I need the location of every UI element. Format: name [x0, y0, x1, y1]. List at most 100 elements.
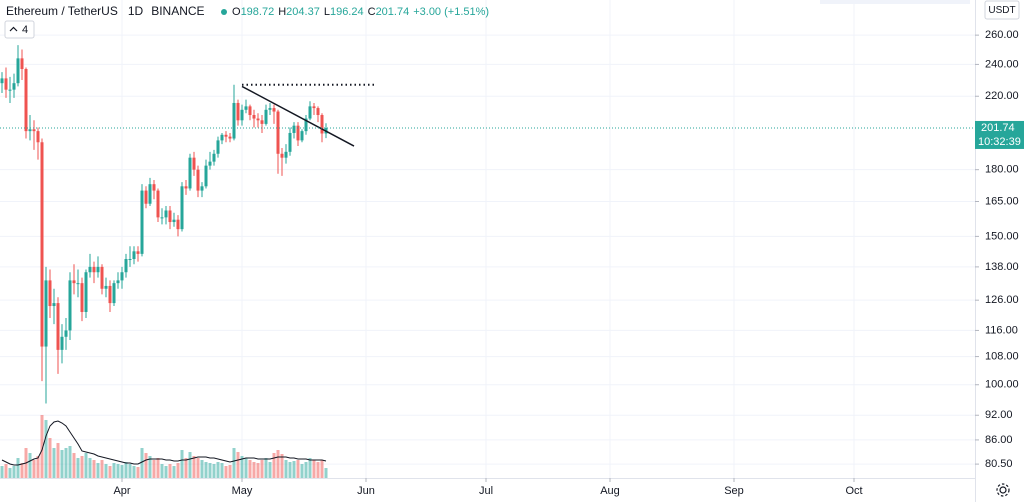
candle-body	[28, 129, 32, 132]
candle-body	[196, 169, 200, 191]
volume-bar	[116, 464, 120, 478]
volume-bar	[216, 462, 220, 478]
volume-bar	[160, 464, 164, 478]
toolbar-edge	[820, 0, 970, 4]
indicator-toggle[interactable]	[4, 20, 35, 39]
candle-body	[32, 129, 36, 132]
volume-bar	[232, 448, 236, 478]
volume-bar	[96, 463, 100, 478]
volume-bar	[304, 462, 308, 478]
candle-body	[124, 259, 128, 273]
ohlc-label: O	[232, 6, 241, 18]
candle-body	[288, 132, 292, 152]
y-tick-label: 126.00	[985, 294, 1019, 306]
candle-body	[0, 78, 4, 84]
x-tick-label: May	[232, 485, 253, 497]
candle-body	[68, 280, 72, 331]
volume-bar	[136, 467, 140, 478]
volume-bar	[296, 460, 300, 478]
y-tick-label: 138.00	[985, 261, 1019, 273]
volume-bar	[268, 462, 272, 478]
x-tick-label: Oct	[845, 485, 862, 497]
volume-bar	[260, 460, 264, 478]
volume-bar	[224, 466, 228, 478]
candle-body	[4, 78, 8, 90]
volume-bar	[312, 460, 316, 478]
candle-body	[44, 280, 48, 347]
volume-bar	[264, 458, 268, 478]
volume-bar	[204, 462, 208, 478]
candle-body	[244, 106, 248, 110]
ohlc-value: 198.72	[241, 6, 275, 18]
y-tick-label: 220.00	[985, 90, 1019, 102]
volume-ma-line	[1, 420, 327, 466]
candle-body	[84, 272, 88, 312]
volume-bar	[188, 452, 192, 478]
candle-body	[64, 330, 68, 337]
volume-bar	[60, 450, 64, 478]
currency-box[interactable]	[984, 0, 1020, 20]
volume-bar	[36, 456, 40, 478]
y-tick-label: 165.00	[985, 195, 1019, 207]
volume-bar	[100, 460, 104, 478]
candle-body	[284, 151, 288, 158]
candle-body	[56, 303, 60, 350]
trend-line	[241, 85, 355, 147]
y-tick-label: 100.00	[985, 379, 1019, 391]
volume-bar	[80, 456, 84, 478]
x-tick-label: Apr	[113, 485, 130, 497]
candle-body	[268, 108, 272, 110]
volume-bar	[124, 462, 128, 478]
candle-body	[276, 111, 280, 154]
y-tick-label: 240.00	[985, 58, 1019, 70]
volume-bar	[284, 460, 288, 478]
ohlc-label: H	[278, 6, 286, 18]
volume-bar	[72, 453, 76, 478]
volume-bar	[208, 463, 212, 478]
candle-body	[140, 190, 144, 254]
candle-body	[176, 219, 180, 230]
volume-bar	[148, 456, 152, 478]
ohlc-label: L	[324, 6, 330, 18]
volume-bar	[128, 464, 132, 478]
symbol: Ethereum / TetherUS	[6, 4, 118, 18]
x-tick-label: Sep	[724, 485, 744, 497]
volume-bar	[248, 460, 252, 478]
candle-body	[136, 251, 140, 254]
volume-bar	[68, 446, 72, 478]
y-tick-label: 116.00	[985, 324, 1018, 336]
volume-bar	[220, 463, 224, 478]
candle-body	[24, 69, 28, 132]
countdown: 10:32:39	[978, 136, 1021, 148]
candle-body	[132, 251, 136, 260]
price-axis-bg	[975, 0, 1024, 502]
candle-body	[228, 136, 232, 139]
candle-body	[48, 280, 52, 307]
volume-bar	[52, 448, 56, 478]
y-tick-label: 180.00	[985, 164, 1019, 176]
volume-bar	[168, 464, 172, 478]
volume-bar	[320, 460, 324, 478]
x-tick-label: Jun	[357, 485, 375, 497]
y-tick-label: 92.00	[985, 409, 1013, 421]
volume-bar	[120, 465, 124, 478]
volume-bar	[48, 438, 52, 478]
candle-body	[88, 266, 92, 273]
volume-bar	[196, 458, 200, 478]
volume-bar	[256, 463, 260, 478]
candle-body	[20, 58, 24, 70]
y-tick-label: 260.00	[985, 29, 1019, 41]
candle-body	[148, 184, 152, 204]
settings-icon[interactable]	[996, 483, 1010, 497]
candle-body	[272, 108, 276, 112]
x-tick-label: Jul	[479, 485, 493, 497]
candle-body	[192, 157, 196, 170]
status-dot	[221, 9, 227, 15]
volume-bar	[32, 460, 36, 478]
volume-bar	[20, 463, 24, 478]
volume-bar	[12, 466, 16, 478]
volume-bar	[280, 454, 284, 478]
candle-body	[160, 217, 164, 219]
volume-bar	[152, 460, 156, 478]
candle-body	[72, 280, 76, 284]
